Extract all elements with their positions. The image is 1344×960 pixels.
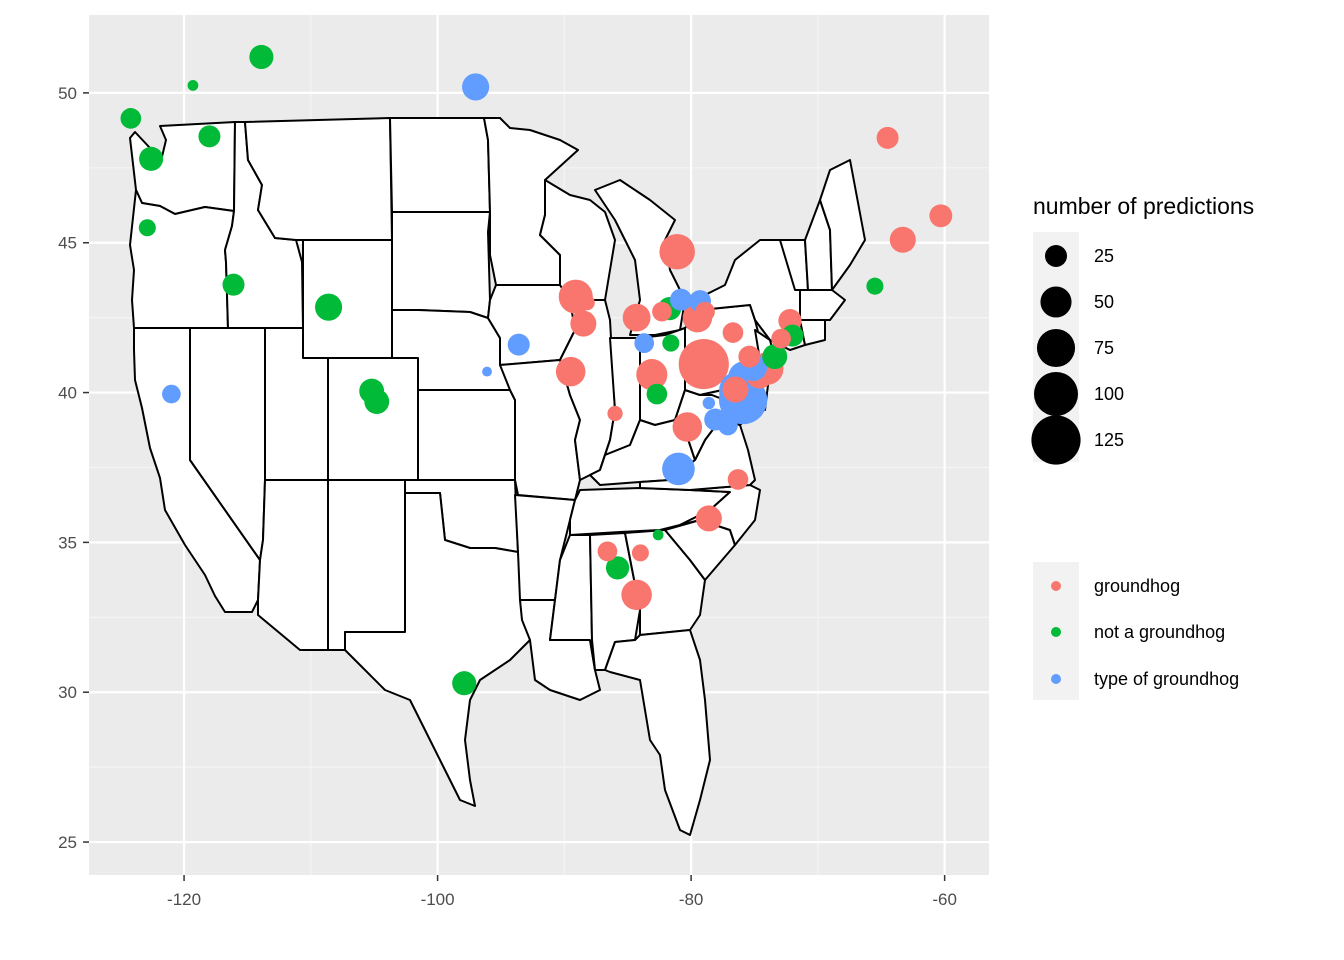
- color-legend: groundhog not a groundhog type of groundho…: [1033, 562, 1239, 700]
- size-legend-key: [1034, 372, 1078, 416]
- point-groundhog: [631, 544, 649, 562]
- size-legend-key: [1031, 415, 1081, 465]
- state-new-mexico: [327, 479, 406, 651]
- state-wyoming: [302, 239, 393, 359]
- point-type-of-groundhog: [162, 384, 181, 404]
- point-type-of-groundhog: [462, 73, 490, 101]
- point-groundhog: [636, 359, 668, 391]
- point-not-a-groundhog: [452, 671, 477, 696]
- point-groundhog: [889, 226, 916, 253]
- point-not-a-groundhog: [315, 293, 343, 321]
- point-groundhog: [771, 328, 791, 349]
- point-groundhog: [570, 310, 597, 337]
- point-not-a-groundhog: [139, 146, 164, 171]
- x-tick-label: -120: [167, 890, 201, 909]
- point-type-of-groundhog: [634, 333, 655, 353]
- point-groundhog: [672, 412, 703, 442]
- point-not-a-groundhog: [187, 80, 199, 91]
- point-not-a-groundhog: [198, 125, 221, 148]
- point-groundhog: [695, 301, 715, 322]
- state-south-dakota: [391, 211, 491, 319]
- point-not-a-groundhog: [364, 389, 390, 414]
- state-texas: [344, 492, 531, 807]
- state-arizona: [257, 479, 329, 651]
- y-tick-label: 50: [58, 84, 77, 103]
- point-groundhog: [738, 345, 761, 368]
- state-kansas: [417, 389, 516, 481]
- y-axis: 25 30 35 40 45 50: [58, 84, 89, 852]
- x-axis: -120 -100 -80 -60: [167, 875, 957, 909]
- y-tick-label: 30: [58, 683, 77, 702]
- point-not-a-groundhog: [866, 277, 884, 295]
- point-groundhog: [929, 204, 953, 228]
- point-not-a-groundhog: [652, 529, 664, 541]
- size-legend-label: 25: [1094, 246, 1114, 266]
- point-groundhog: [597, 541, 618, 562]
- point-type-of-groundhog: [482, 366, 492, 377]
- us-state-outlines: [129, 117, 866, 836]
- point-type-of-groundhog: [718, 415, 738, 436]
- color-legend-label: type of groundhog: [1094, 669, 1239, 689]
- x-tick-label: -80: [679, 890, 704, 909]
- size-legend: number of predictions 25 50 75 100 125: [1031, 193, 1254, 465]
- point-groundhog: [727, 469, 749, 490]
- state-colorado: [327, 357, 419, 481]
- point-not-a-groundhog: [120, 108, 142, 129]
- point-not-a-groundhog: [646, 383, 668, 405]
- size-legend-label: 125: [1094, 430, 1124, 450]
- state-maine: [819, 159, 866, 291]
- point-type-of-groundhog: [702, 396, 716, 410]
- y-tick-label: 35: [58, 533, 77, 552]
- point-type-of-groundhog: [507, 333, 530, 356]
- size-legend-label: 100: [1094, 384, 1124, 404]
- state-montana: [244, 117, 393, 241]
- color-legend-key: [1051, 674, 1061, 684]
- size-legend-title: number of predictions: [1033, 193, 1254, 219]
- state-connecticut: [799, 319, 826, 346]
- point-groundhog: [652, 301, 672, 322]
- point-groundhog: [695, 505, 722, 532]
- point-not-a-groundhog: [222, 273, 245, 296]
- point-not-a-groundhog: [605, 556, 630, 580]
- prediction-points: [120, 44, 953, 696]
- x-tick-label: -100: [421, 890, 455, 909]
- point-type-of-groundhog: [662, 452, 695, 486]
- point-groundhog: [607, 405, 623, 422]
- color-legend-key: [1051, 581, 1061, 591]
- y-tick-label: 40: [58, 384, 77, 403]
- point-not-a-groundhog: [249, 44, 274, 70]
- point-type-of-groundhog: [669, 288, 692, 311]
- point-not-a-groundhog: [762, 344, 788, 370]
- point-groundhog: [722, 376, 749, 403]
- size-legend-key: [1036, 328, 1076, 368]
- size-legend-label: 50: [1094, 292, 1114, 312]
- size-legend-key: [1040, 286, 1072, 318]
- color-legend-label: not a groundhog: [1094, 622, 1225, 642]
- point-groundhog: [579, 295, 595, 311]
- point-groundhog: [876, 126, 899, 149]
- size-legend-key: [1045, 245, 1067, 267]
- color-legend-label: groundhog: [1094, 576, 1180, 596]
- point-groundhog: [555, 356, 586, 387]
- x-tick-label: -60: [932, 890, 957, 909]
- size-legend-label: 75: [1094, 338, 1114, 358]
- state-north-dakota: [389, 117, 491, 213]
- point-groundhog: [722, 322, 744, 343]
- point-not-a-groundhog: [138, 219, 156, 237]
- point-not-a-groundhog: [662, 334, 680, 352]
- y-tick-label: 25: [58, 833, 77, 852]
- state-florida: [604, 629, 711, 836]
- point-groundhog: [678, 339, 729, 390]
- y-tick-label: 45: [58, 234, 77, 253]
- color-legend-key: [1051, 627, 1061, 637]
- point-groundhog: [659, 233, 695, 270]
- point-groundhog: [622, 303, 651, 332]
- point-groundhog: [621, 579, 652, 611]
